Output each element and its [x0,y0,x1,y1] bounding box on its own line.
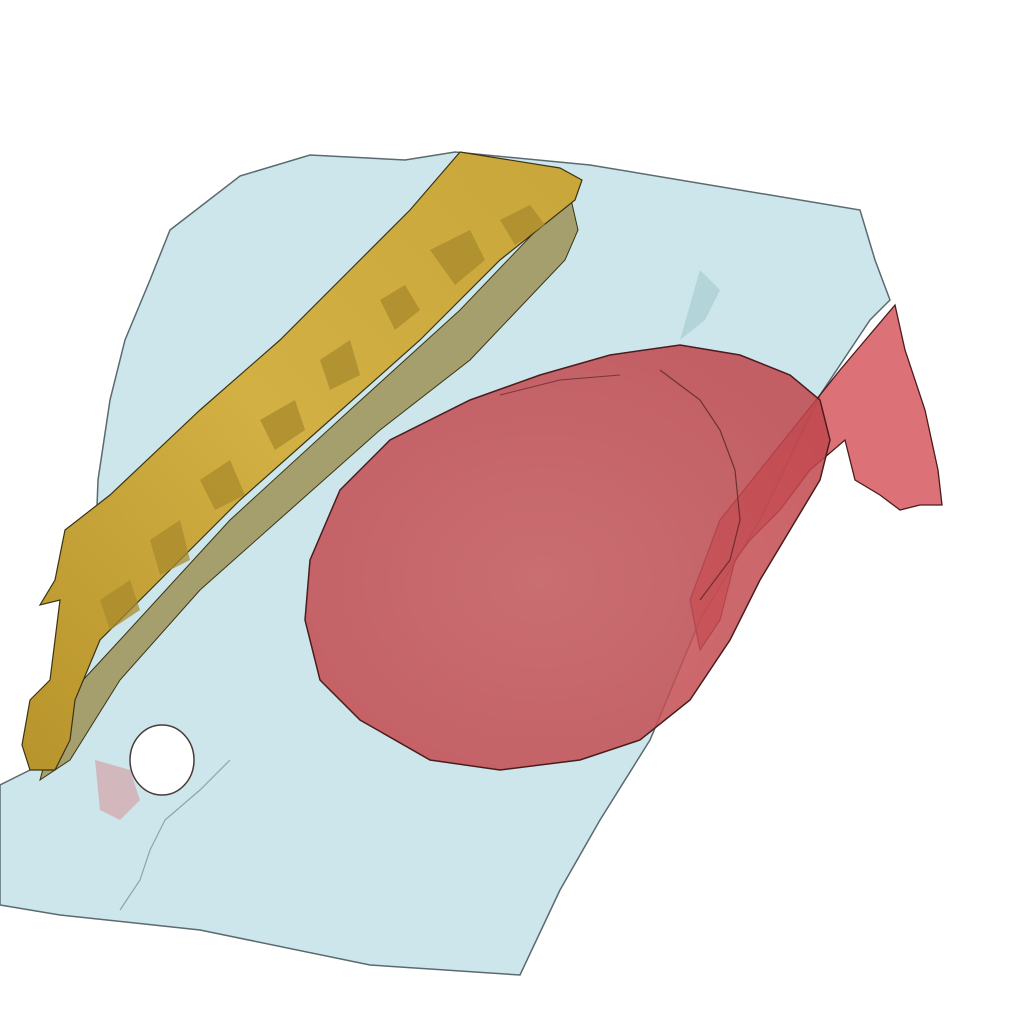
red-ellipsoid [304,344,831,771]
red-ellipsoid-fold [659,369,741,601]
slab-contour [119,759,231,911]
yellow-bar-texture [100,205,545,630]
hole [129,724,195,796]
red-ellipsoid-fold [499,374,621,396]
slab-contour [680,270,720,340]
yellow-bar [21,151,583,771]
red-fragment [95,760,140,820]
yellow-bar-side [39,193,579,782]
